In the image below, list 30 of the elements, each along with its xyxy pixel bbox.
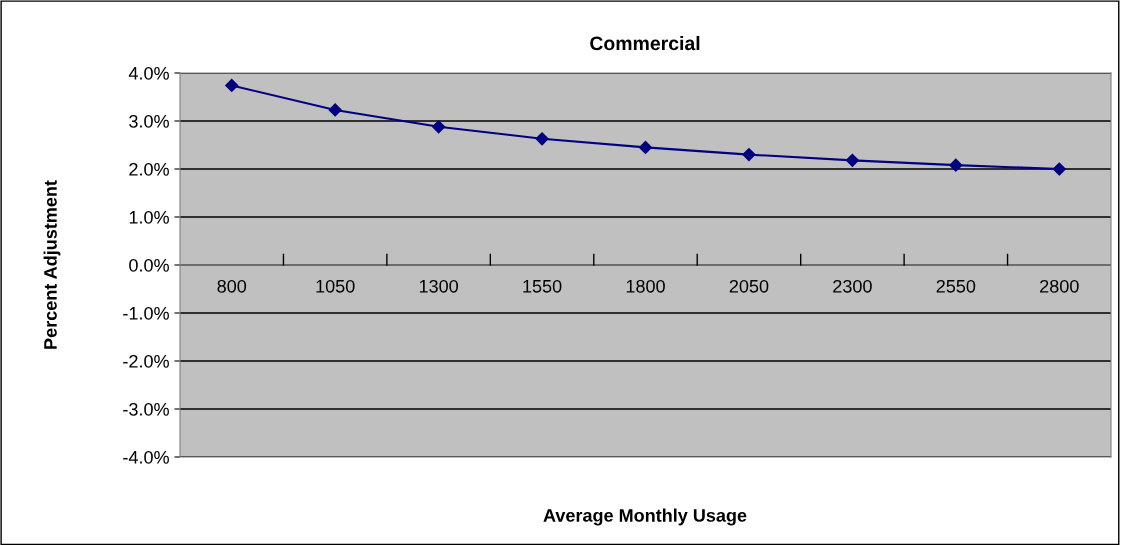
y-tick-label: 0.0%	[129, 258, 169, 272]
point	[742, 148, 756, 162]
point	[328, 103, 342, 117]
x-tick-label: 2800	[1040, 279, 1079, 293]
x-tick-label: 1300	[419, 279, 458, 293]
x-tick-label: 1800	[626, 279, 665, 293]
point	[949, 158, 963, 172]
y-tick-label: -1.0%	[123, 306, 169, 320]
y-tick-label: -2.0%	[123, 354, 169, 368]
point	[1052, 162, 1066, 176]
x-tick-label: 2050	[729, 279, 769, 293]
chart-title: Commercial	[590, 35, 700, 51]
point	[638, 140, 653, 154]
y-tick-label: -4.0%	[123, 450, 169, 464]
point	[845, 153, 859, 167]
y-tick-label: 2.0%	[129, 162, 169, 176]
point	[225, 78, 239, 93]
x-axis-title: Average Monthly Usage	[543, 508, 747, 526]
y-tick-label: -3.0%	[123, 402, 169, 416]
x-tick-label: 2550	[936, 279, 976, 293]
y-tick-label: 4.0%	[128, 66, 169, 80]
x-tick-label: 800	[217, 279, 247, 293]
x-tick-label: 2300	[833, 279, 872, 293]
point	[432, 120, 446, 134]
y-tick-label: 3.0%	[129, 114, 169, 128]
y-axis-title: Percent Adjustment	[43, 180, 61, 349]
y-tick-label: 1.0%	[129, 210, 169, 224]
point	[535, 132, 549, 146]
x-tick-label: 1050	[316, 279, 355, 293]
x-tick-label: 1550	[523, 279, 562, 293]
